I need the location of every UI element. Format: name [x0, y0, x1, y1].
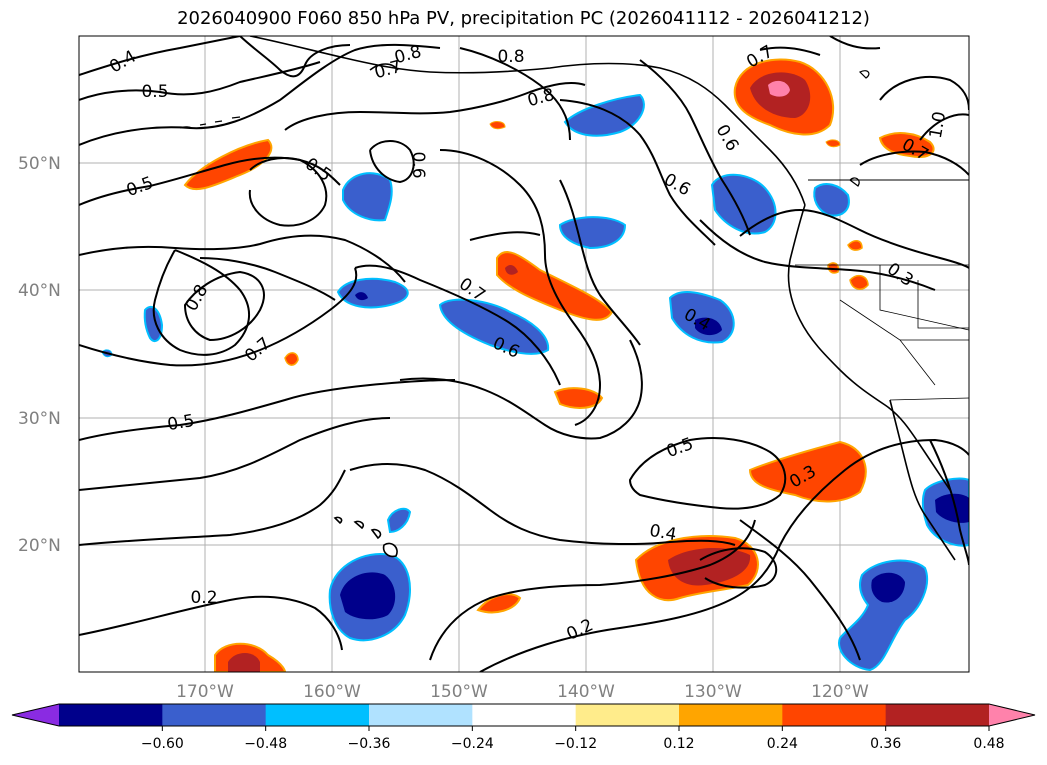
- bc-coast: [787, 204, 951, 491]
- contour-label: 0.2: [190, 588, 217, 608]
- colorbar-segment: [679, 704, 783, 726]
- latitude-labels: 50°N 40°N 30°N 20°N: [18, 154, 61, 556]
- precip-blob-small-1: [553, 387, 604, 409]
- precip-blob-neg-2: [342, 172, 393, 222]
- colorbar-segment: [575, 704, 680, 726]
- aleutian-islands: [179, 116, 241, 129]
- lon-label: 150°W: [430, 682, 488, 702]
- coastlines: [179, 36, 969, 561]
- lat-label: 40°N: [18, 281, 61, 301]
- colorbar-extend-max: [989, 704, 1035, 726]
- contour-label: 0.6: [408, 151, 428, 178]
- lat-label: 50°N: [18, 154, 61, 174]
- pv-contours: [79, 36, 969, 672]
- contour-label: 0.5: [166, 411, 196, 435]
- lon-label: 170°W: [176, 682, 234, 702]
- lat-label: 20°N: [18, 536, 61, 556]
- contour-label: 0.5: [141, 82, 168, 102]
- colorbar-segment: [162, 704, 267, 726]
- colorbar-ticks: −0.60 −0.48 −0.36 −0.24 −0.12 0.12 0.24 0.36 0.4…: [141, 726, 1005, 752]
- colorbar-outline: [11, 703, 1036, 727]
- lon-label: 120°W: [811, 682, 869, 702]
- lon-label: 160°W: [303, 682, 361, 702]
- colorbar: [11, 703, 1036, 727]
- chart-title: 2026040900 F060 850 hPa PV, precipitatio…: [177, 8, 870, 29]
- colorbar-tick-label: −0.48: [244, 736, 287, 752]
- alaska-coast: [249, 36, 806, 206]
- colorbar-tick-label: −0.12: [554, 736, 597, 752]
- colorbar-tick-label: −0.24: [451, 736, 494, 752]
- lat-label: 30°N: [18, 409, 61, 429]
- map-frame: [78, 35, 970, 673]
- colorbar-tick-label: 0.12: [663, 736, 694, 752]
- precip-blob-neg-se: [838, 559, 929, 672]
- colorbar-tick-label: 0.48: [973, 736, 1004, 752]
- colorbar-segment: [472, 704, 577, 726]
- map-plot-area: [79, 36, 969, 672]
- colorbar-tick-label: 0.36: [870, 736, 901, 752]
- precip-blob-neg-5: [438, 298, 550, 355]
- colorbar-tick-label: −0.60: [141, 736, 184, 752]
- contour-label: 1.0: [926, 110, 950, 140]
- colorbar-tick-label: 0.24: [767, 736, 798, 752]
- colorbar-segment: [59, 704, 163, 726]
- colorbar-segment: [265, 704, 370, 726]
- contour-label: 0.8: [497, 47, 524, 67]
- precip-blob-subtropical: [748, 440, 867, 503]
- colorbar-tick-label: −0.36: [348, 736, 391, 752]
- lon-label: 140°W: [557, 682, 615, 702]
- baja-coast: [889, 399, 956, 561]
- longitude-labels: 170°W 160°W 150°W 140°W 130°W 120°W: [176, 682, 869, 702]
- hawaii-islands: [333, 516, 398, 558]
- lon-label: 130°W: [684, 682, 742, 702]
- colorbar-extend-min: [12, 704, 59, 726]
- contour-label: 0.4: [648, 521, 678, 545]
- colorbar-segment: [369, 704, 473, 726]
- colorbar-segment: [885, 704, 990, 726]
- colorbar-segment: [782, 704, 887, 726]
- precip-negative-areas: [101, 93, 969, 672]
- precip-blob-central: [496, 251, 614, 321]
